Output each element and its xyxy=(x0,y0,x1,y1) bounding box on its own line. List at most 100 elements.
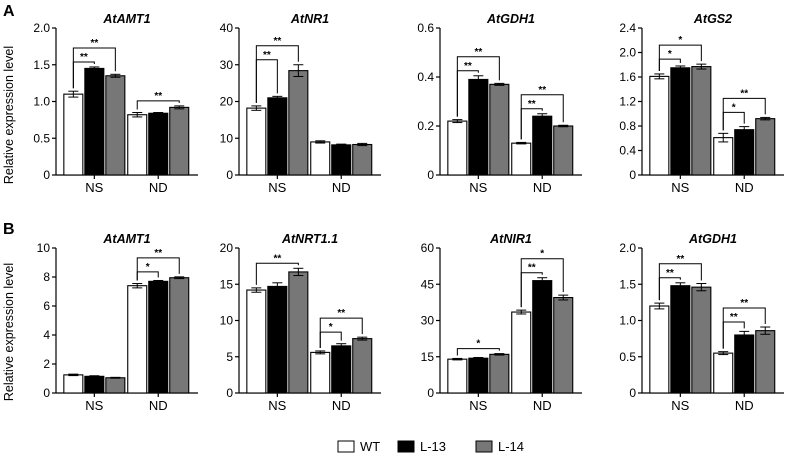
y-tick-label: 15 xyxy=(220,277,234,291)
x-tick-label: ND xyxy=(149,180,168,195)
bar-l-14 xyxy=(169,106,190,176)
bar-l-13 xyxy=(670,67,691,176)
bar-l-13 xyxy=(734,129,755,176)
bar-l-13 xyxy=(148,280,169,394)
y-tick-label: 60 xyxy=(421,241,435,255)
y-tick-label: 1.5 xyxy=(619,277,636,291)
bar-wt xyxy=(511,142,532,176)
bar-wt xyxy=(447,358,468,394)
bar-wt xyxy=(127,114,148,176)
significance-bracket xyxy=(255,45,299,103)
bar-l-14 xyxy=(553,125,574,176)
y-tick-label: 0 xyxy=(427,386,434,400)
bar-wt xyxy=(63,93,84,176)
x-tick-label: ND xyxy=(533,180,552,195)
y-tick-label: 0.5 xyxy=(619,350,636,364)
significance-label: ** xyxy=(273,253,281,264)
y-tick-label: 4 xyxy=(43,328,50,342)
y-tick-label: 1.0 xyxy=(33,95,50,109)
y-tick-label: 20 xyxy=(220,95,234,109)
significance-label: ** xyxy=(730,312,738,323)
legend-label-l13: L-13 xyxy=(420,439,446,454)
significance-bracket xyxy=(722,97,766,131)
x-tick-label: NS xyxy=(671,398,689,413)
bar-wt xyxy=(127,285,148,394)
y-tick-label: 10 xyxy=(220,131,234,145)
x-tick-label: ND xyxy=(332,180,351,195)
y-tick-label: 0.5 xyxy=(33,131,50,145)
significance-label: ** xyxy=(666,268,674,279)
bar-l-14 xyxy=(288,70,309,176)
x-tick-label: ND xyxy=(735,398,754,413)
bar-l-14 xyxy=(288,271,309,394)
significance-label: ** xyxy=(263,50,271,61)
y-tick-label: 0.6 xyxy=(417,21,434,35)
bar-l-13 xyxy=(468,78,489,176)
significance-bracket xyxy=(658,44,702,71)
significance-bracket xyxy=(136,257,180,281)
chart-title: AtAMT1 xyxy=(102,232,150,246)
significance-label: * xyxy=(732,102,736,113)
significance-bracket xyxy=(72,47,116,89)
y-tick-label: 0 xyxy=(226,168,233,182)
significance-bracket xyxy=(456,56,500,117)
significance-label: ** xyxy=(154,248,162,259)
legend-swatch-l13 xyxy=(397,440,415,453)
y-tick-label: 30 xyxy=(220,58,234,72)
bar-l-13 xyxy=(148,112,169,176)
panel-label-b: B xyxy=(3,221,15,238)
x-tick-label: ND xyxy=(533,398,552,413)
bar-wt xyxy=(713,352,734,394)
legend-label-wt: WT xyxy=(360,439,380,454)
bar-l-14 xyxy=(169,277,190,394)
bar-l-13 xyxy=(468,357,489,394)
y-tick-label: 10 xyxy=(37,241,51,255)
y-tick-label: 10 xyxy=(220,314,234,328)
y-axis-label-a: Relative expression level xyxy=(2,46,16,184)
significance-bracket xyxy=(658,263,702,301)
bar-wt xyxy=(246,107,267,176)
y-tick-label: 6 xyxy=(43,299,50,313)
legend: WT L-13 L-14 xyxy=(337,439,524,454)
significance-label: ** xyxy=(740,298,748,309)
panel-label-a: A xyxy=(3,3,15,20)
y-tick-label: 0.2 xyxy=(417,119,434,133)
significance-bracket xyxy=(136,100,180,110)
y-tick-label: 2.0 xyxy=(619,241,636,255)
significance-label: * xyxy=(540,249,544,260)
y-tick-label: 2.0 xyxy=(33,21,50,35)
significance-bracket xyxy=(722,307,766,349)
bar-l-13 xyxy=(84,375,105,394)
chart-2: AtNR1 0 10 20 30 40 NS ND **** xyxy=(220,12,381,195)
significance-label: ** xyxy=(154,91,162,102)
significance-label: ** xyxy=(676,254,684,265)
bar-wt xyxy=(649,305,670,394)
x-tick-label: NS xyxy=(85,180,103,195)
significance-label: ** xyxy=(528,263,536,274)
bar-wt xyxy=(649,75,670,176)
significance-label: * xyxy=(146,262,150,273)
bar-l-14 xyxy=(489,83,510,176)
y-tick-label: 0.8 xyxy=(619,119,636,133)
chart-title: AtNRT1.1 xyxy=(281,232,338,246)
significance-bracket xyxy=(319,317,363,348)
bar-l-13 xyxy=(532,280,553,394)
significance-label: * xyxy=(678,35,682,46)
x-tick-label: NS xyxy=(268,398,286,413)
bar-l-13 xyxy=(331,345,352,394)
bar-l-13 xyxy=(670,285,691,394)
bar-l-14 xyxy=(553,296,574,394)
y-tick-label: 5 xyxy=(226,350,233,364)
x-tick-label: NS xyxy=(671,180,689,195)
legend-label-l14: L-14 xyxy=(498,439,524,454)
x-tick-label: NS xyxy=(85,398,103,413)
significance-bracket xyxy=(456,348,500,356)
x-tick-label: ND xyxy=(149,398,168,413)
chart-title: AtGDH1 xyxy=(486,12,535,26)
bar-l-13 xyxy=(734,334,755,394)
